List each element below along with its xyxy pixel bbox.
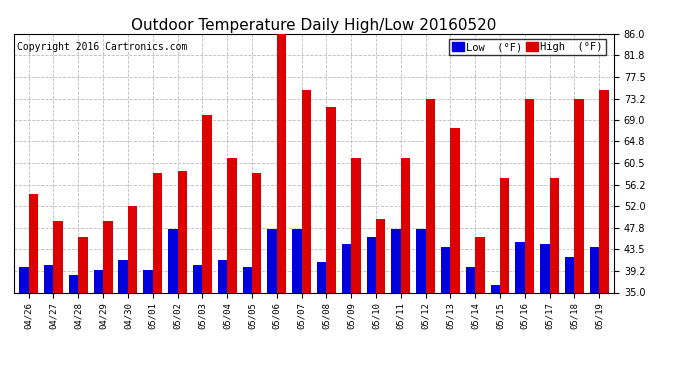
Bar [44,265,54,292]
Bar [515,242,525,292]
Bar [128,206,137,292]
Bar [94,270,103,292]
Bar [302,90,311,292]
Bar [441,247,451,292]
Bar [500,178,509,292]
Bar [277,34,286,292]
Bar [29,194,38,292]
Bar [54,222,63,292]
Bar [103,222,112,292]
Bar [599,90,609,292]
Bar [491,285,500,292]
Bar [391,229,401,292]
Bar [78,237,88,292]
Bar [144,270,152,292]
Bar [267,229,277,292]
Bar [565,257,574,292]
Bar [292,229,302,292]
Bar [218,260,227,292]
Bar [342,244,351,292]
Bar [475,237,484,292]
Bar [540,244,550,292]
Bar [177,171,187,292]
Bar [69,275,78,292]
Bar [193,265,202,292]
Bar [376,219,386,292]
Bar [590,247,599,292]
Bar [252,173,262,292]
Bar [242,267,252,292]
Bar [416,229,426,292]
Bar [451,128,460,292]
Bar [317,262,326,292]
Bar [574,99,584,292]
Bar [466,267,475,292]
Bar [401,158,410,292]
Bar [326,107,336,292]
Bar [351,158,361,292]
Bar [202,115,212,292]
Bar [168,229,177,292]
Bar [152,173,162,292]
Bar [119,260,128,292]
Legend: Low  (°F), High  (°F): Low (°F), High (°F) [448,39,606,56]
Title: Outdoor Temperature Daily High/Low 20160520: Outdoor Temperature Daily High/Low 20160… [131,18,497,33]
Bar [550,178,559,292]
Bar [19,267,29,292]
Text: Copyright 2016 Cartronics.com: Copyright 2016 Cartronics.com [17,42,187,51]
Bar [426,99,435,292]
Bar [525,99,534,292]
Bar [227,158,237,292]
Bar [366,237,376,292]
